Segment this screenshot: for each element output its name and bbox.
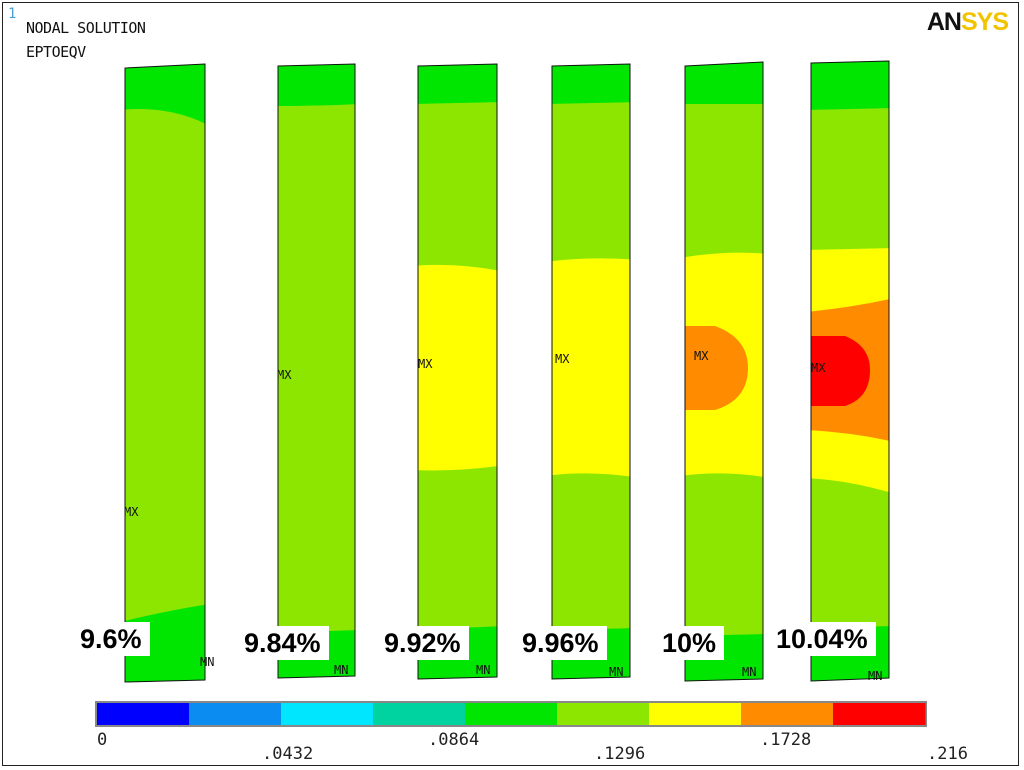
sample-label-5: 10% [654,626,725,660]
column-3 [418,64,497,679]
legend-color-bar [95,701,927,727]
legend-swatch-4 [465,703,558,725]
mx-marker-2: MX [277,368,292,382]
logo-an: AN [926,8,962,36]
mx-marker-1: MX [124,505,139,519]
mn-marker-1: MN [200,655,214,669]
mn-marker-4: MN [609,665,623,679]
column-4 [552,64,630,679]
legend-swatch-6 [649,703,742,725]
mx-marker-6: MX [811,361,826,375]
sample-label-6: 10.04% [768,622,876,656]
legend-tick-0: 0 [97,730,108,750]
column-1 [125,64,205,682]
mn-marker-5: MN [742,665,756,679]
legend-swatch-8 [833,703,926,725]
legend-tick-2: .0864 [428,730,480,750]
ansys-logo: ANSYS [926,8,1009,37]
sample-label-2: 9.84% [236,626,329,660]
mn-marker-3: MN [476,663,490,677]
legend-swatch-7 [741,703,834,725]
legend-tick-3: .1296 [594,744,646,764]
mn-marker-2: MN [334,663,348,677]
plot-title: NODAL SOLUTION EPTOEQV [26,16,146,64]
mx-marker-3: MX [418,357,433,371]
legend-tick-5: .216 [927,744,968,764]
legend-swatch-1 [189,703,282,725]
legend-swatch-3 [373,703,466,725]
logo-sys: SYS [960,8,1009,36]
legend-tick-4: .1728 [760,730,812,750]
legend-swatch-2 [281,703,374,725]
mn-marker-6: MN [868,669,882,683]
legend-tick-1: .0432 [262,744,314,764]
legend-swatch-5 [557,703,650,725]
sample-label-1: 9.6% [72,622,150,656]
sample-label-4: 9.96% [514,626,607,660]
column-6 [811,61,889,681]
legend-swatch-0 [97,703,190,725]
window-index: 1 [8,6,17,22]
title-line-1: NODAL SOLUTION [26,19,146,37]
mx-marker-5: MX [694,349,709,363]
title-line-2: EPTOEQV [26,43,86,61]
sample-label-3: 9.92% [376,626,469,660]
mx-marker-4: MX [555,352,570,366]
column-5 [685,62,763,681]
